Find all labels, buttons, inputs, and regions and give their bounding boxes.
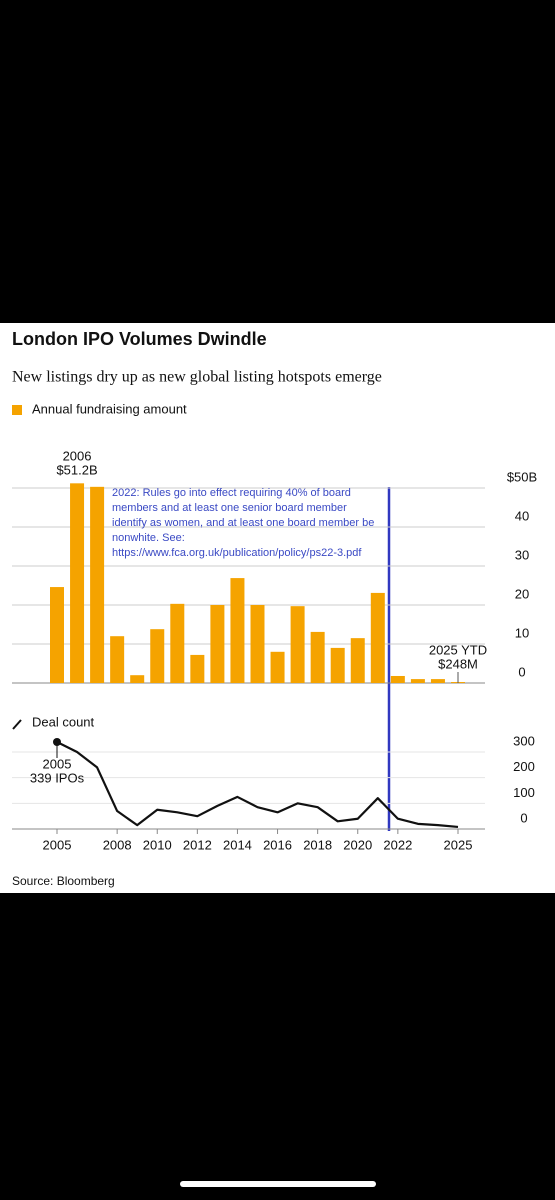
annotation: 2005 (43, 756, 72, 771)
x-tick-label: 2022 (383, 837, 412, 852)
y-tick-label: 40 (515, 508, 529, 523)
bar (410, 679, 425, 683)
note: identify as women, and at least one boar… (112, 517, 374, 529)
legend-swatch (12, 405, 22, 415)
bar (130, 675, 145, 683)
x-tick-label: 2012 (183, 837, 212, 852)
bar (210, 605, 225, 683)
y2-tick-label: 0 (520, 810, 527, 825)
bar (170, 603, 185, 683)
bar (430, 679, 445, 683)
bar (250, 605, 265, 683)
note: https://www.fca.org.uk/publication/polic… (112, 547, 362, 559)
annotation: 339 IPOs (30, 770, 85, 785)
y-tick-label: $50B (507, 469, 537, 484)
bar (310, 631, 325, 683)
bar (90, 486, 105, 683)
note: members and at least one senior board me… (112, 502, 347, 514)
x-tick-label: 2010 (143, 837, 172, 852)
x-tick-label: 2014 (223, 837, 252, 852)
legend-label: Deal count (32, 714, 95, 729)
y2-tick-label: 200 (513, 759, 535, 774)
y2-tick-label: 100 (513, 785, 535, 800)
home-indicator (180, 1181, 376, 1187)
bar (330, 647, 345, 683)
bar (390, 675, 405, 683)
x-tick-label: 2025 (444, 837, 473, 852)
x-tick-label: 2008 (103, 837, 132, 852)
bar (370, 592, 385, 683)
legend-label: Annual fundraising amount (32, 401, 187, 416)
bar (50, 587, 64, 683)
annotation: $248M (438, 656, 478, 671)
bar (230, 578, 245, 683)
chart-subtitle: New listings dry up as new global listin… (12, 369, 382, 386)
bar (290, 606, 305, 683)
bar (270, 651, 285, 683)
legend-swatch (12, 719, 22, 730)
y-tick-label: 20 (515, 586, 529, 601)
annotation: 2025 YTD (429, 642, 487, 657)
y-tick-label: 10 (515, 625, 529, 640)
bar (350, 638, 365, 683)
bar (70, 483, 85, 683)
x-tick-label: 2016 (263, 837, 292, 852)
bar (150, 629, 165, 683)
x-tick-label: 2018 (303, 837, 332, 852)
bar (190, 654, 205, 683)
chart-title: London IPO Volumes Dwindle (12, 329, 267, 349)
y-tick-label: 30 (515, 547, 529, 562)
x-tick-label: 2005 (43, 837, 72, 852)
source: Source: Bloomberg (12, 874, 115, 888)
line (56, 741, 459, 829)
bar (110, 636, 125, 683)
y2-tick-label: 300 (513, 733, 535, 748)
note: 2022: Rules go into effect requiring 40%… (112, 487, 351, 499)
x-tick-label: 2020 (343, 837, 372, 852)
y-tick-label: 0 (518, 664, 525, 679)
note: nonwhite. See: (112, 532, 185, 544)
annotation: 2006 (63, 448, 92, 463)
annotation: $51.2B (56, 462, 97, 477)
